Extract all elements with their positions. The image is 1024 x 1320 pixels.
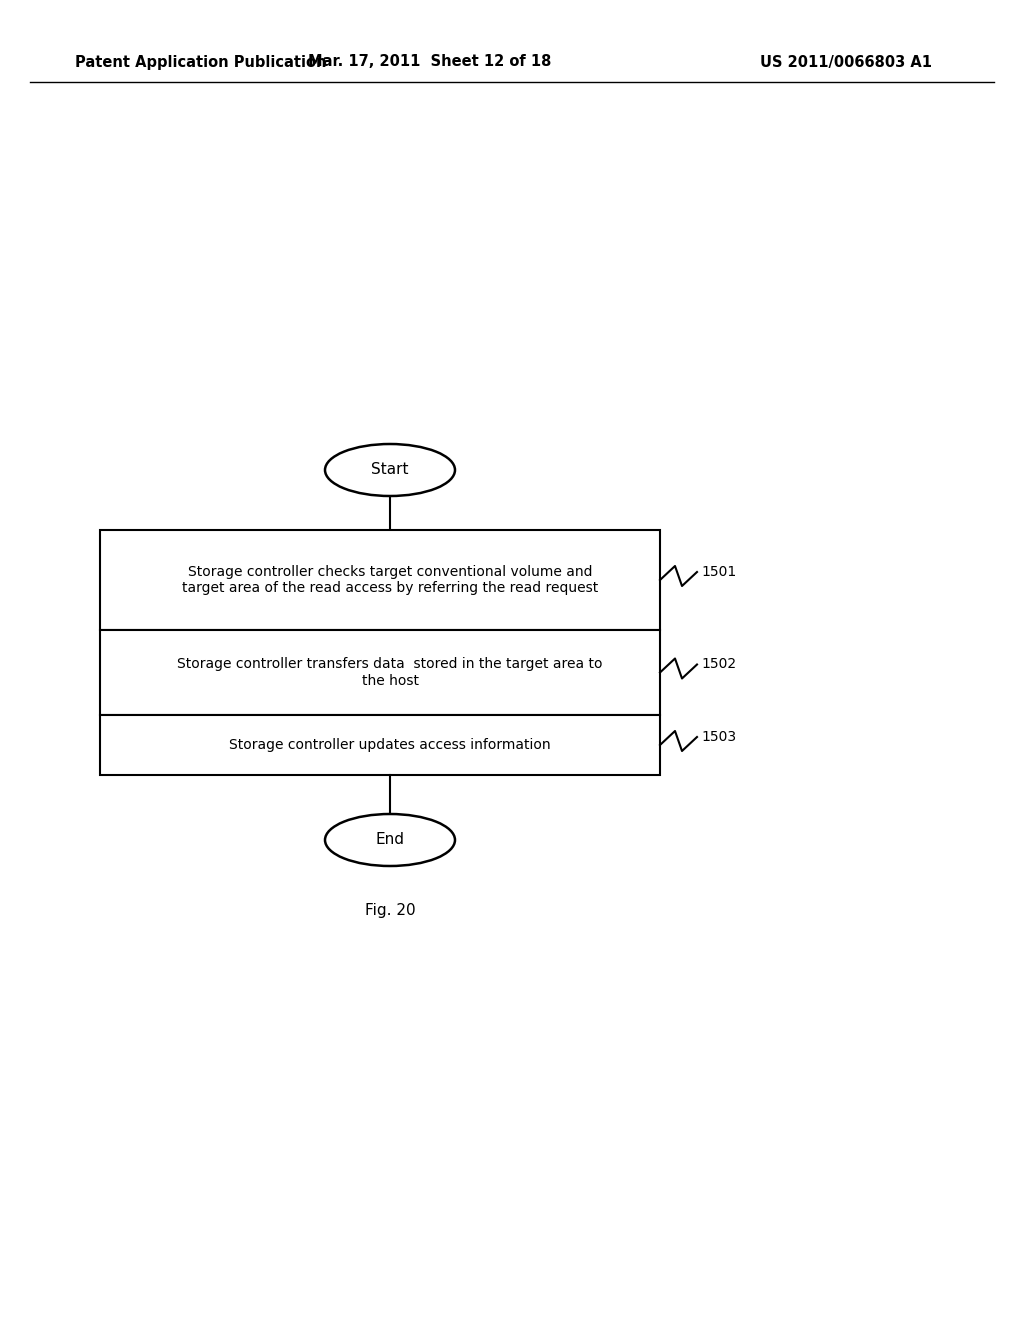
Bar <box>100 630 660 715</box>
Text: Storage controller updates access information: Storage controller updates access inform… <box>229 738 551 752</box>
Text: Fig. 20: Fig. 20 <box>365 903 416 917</box>
Text: Storage controller checks target conventional volume and
target area of the read: Storage controller checks target convent… <box>182 565 598 595</box>
Text: US 2011/0066803 A1: US 2011/0066803 A1 <box>760 54 932 70</box>
Text: End: End <box>376 833 404 847</box>
Text: 1502: 1502 <box>701 657 736 672</box>
Text: 1501: 1501 <box>701 565 736 579</box>
Text: Patent Application Publication: Patent Application Publication <box>75 54 327 70</box>
Text: Start: Start <box>372 462 409 478</box>
Text: Storage controller transfers data  stored in the target area to
the host: Storage controller transfers data stored… <box>177 657 603 688</box>
Text: Mar. 17, 2011  Sheet 12 of 18: Mar. 17, 2011 Sheet 12 of 18 <box>308 54 552 70</box>
Text: 1503: 1503 <box>701 730 736 744</box>
Bar <box>100 531 660 630</box>
Ellipse shape <box>325 814 455 866</box>
Ellipse shape <box>325 444 455 496</box>
Bar <box>100 715 660 775</box>
